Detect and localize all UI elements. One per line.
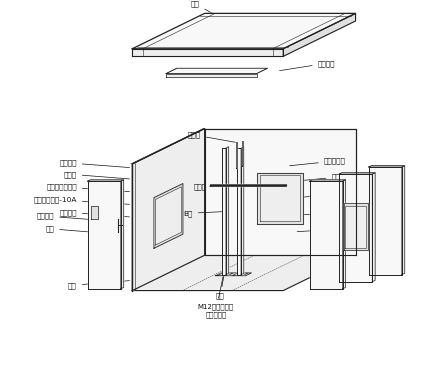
- Polygon shape: [257, 173, 302, 223]
- Text: 立柱: 立柱: [215, 271, 224, 299]
- Polygon shape: [90, 207, 98, 219]
- Text: 板顶: 板顶: [191, 0, 241, 30]
- Polygon shape: [222, 148, 225, 274]
- Polygon shape: [215, 273, 251, 276]
- Polygon shape: [132, 128, 204, 291]
- Polygon shape: [132, 255, 355, 291]
- Text: 带门墙板: 带门墙板: [59, 209, 129, 217]
- Text: 墙板: 墙板: [296, 209, 339, 216]
- Text: B柱: B柱: [183, 210, 227, 216]
- Polygon shape: [132, 14, 355, 49]
- Polygon shape: [372, 173, 374, 282]
- Text: 停电锁座面板-10A: 停电锁座面板-10A: [33, 196, 129, 204]
- Polygon shape: [368, 166, 404, 167]
- Text: 空调锁座面板-16A: 空调锁座面板-16A: [296, 191, 374, 197]
- Polygon shape: [87, 180, 123, 181]
- Polygon shape: [240, 147, 243, 274]
- Polygon shape: [121, 180, 123, 289]
- Text: 墙角装饰线: 墙角装饰线: [289, 158, 345, 166]
- Text: 照明灯具: 照明灯具: [279, 60, 335, 71]
- Polygon shape: [241, 141, 243, 166]
- Polygon shape: [260, 176, 299, 221]
- Polygon shape: [338, 173, 374, 174]
- Polygon shape: [283, 14, 355, 56]
- Text: M12内大角螺栓
悬臂装饰线: M12内大角螺栓 悬臂装饰线: [197, 277, 233, 318]
- Polygon shape: [210, 184, 285, 186]
- Text: 自攻钉: 自攻钉: [187, 132, 235, 142]
- Polygon shape: [166, 68, 267, 74]
- Text: 开关面板: 开关面板: [36, 213, 107, 221]
- Text: 带管墙板: 带管墙板: [59, 160, 129, 168]
- Polygon shape: [87, 181, 121, 289]
- Polygon shape: [309, 180, 345, 181]
- Text: 门锁: 门锁: [45, 226, 107, 233]
- Polygon shape: [155, 187, 181, 245]
- Polygon shape: [132, 49, 283, 56]
- Text: 地板: 地板: [68, 281, 129, 289]
- Polygon shape: [338, 174, 372, 282]
- Polygon shape: [154, 184, 182, 248]
- Text: 管卡子: 管卡子: [63, 171, 129, 179]
- Text: 天水管: 天水管: [194, 183, 244, 190]
- Text: 带管道插座墙板: 带管道插座墙板: [46, 184, 129, 192]
- Polygon shape: [217, 273, 233, 275]
- Polygon shape: [204, 128, 355, 255]
- Polygon shape: [166, 74, 256, 77]
- Polygon shape: [368, 167, 401, 274]
- Polygon shape: [235, 142, 237, 168]
- Polygon shape: [309, 181, 342, 289]
- Polygon shape: [342, 180, 345, 289]
- Polygon shape: [401, 166, 404, 274]
- Text: 带空调锁座墙板: 带空调锁座墙板: [296, 173, 361, 181]
- Polygon shape: [210, 185, 286, 186]
- Polygon shape: [232, 273, 248, 275]
- Polygon shape: [237, 148, 240, 274]
- Polygon shape: [225, 147, 228, 274]
- Polygon shape: [343, 203, 367, 250]
- Polygon shape: [344, 206, 365, 247]
- Text: 顶角装饰线: 顶角装饰线: [296, 226, 352, 232]
